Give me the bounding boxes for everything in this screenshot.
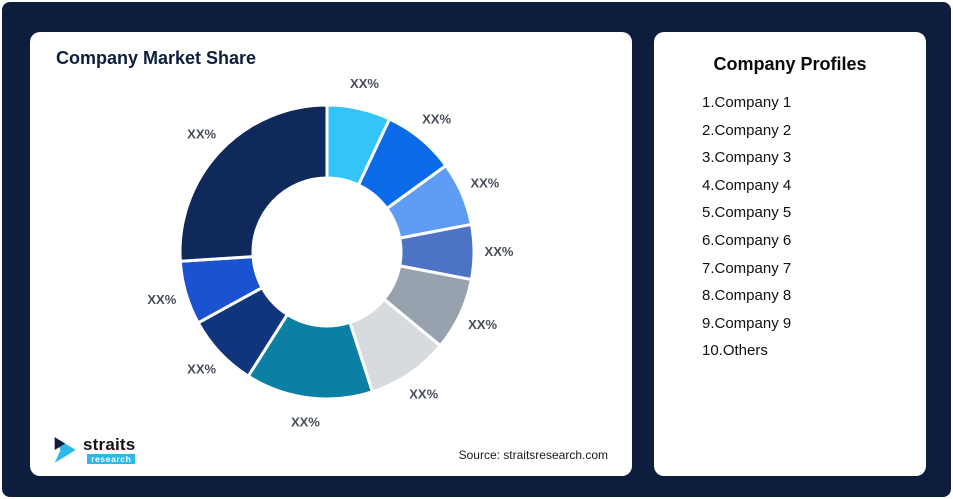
company-list-item: 2.Company 2 [702,121,792,139]
segment-label: XX% [468,317,497,332]
logo-arrow-icon [54,436,76,463]
segment-label: XX% [147,292,176,307]
company-list-item: 9.Company 9 [702,314,792,332]
logo-text: straits research [83,434,136,464]
company-list-item: 6.Company 6 [702,231,792,249]
source-attribution: Source: straitsresearch.com [458,448,608,462]
company-list: 1.Company 1 2.Company 2 3.Company 3 4.Co… [654,89,926,365]
company-list-item: 1.Company 1 [702,94,792,111]
profiles-title: Company Profiles [713,54,867,74]
segment-label: XX% [187,126,216,141]
donut-segment [178,103,329,263]
segment-label: XX% [291,415,320,430]
company-list-item: 10.Others [702,342,768,360]
segment-label: XX% [350,76,379,91]
straits-research-logo: straits research [50,434,136,464]
market-share-card: Company Market Share XX% XX% XX% XX% XX% XX% X… [30,32,632,476]
segment-label: XX% [485,244,514,259]
company-list-item: 3.Company 3 [702,149,792,167]
donut-chart: XX% XX% XX% XX% XX% XX% XX% XX% XX% XX% [147,76,514,430]
company-list-item: 5.Company 5 [702,204,792,222]
segment-label: XX% [470,176,499,191]
segment-label: XX% [422,112,451,127]
segment-label: XX% [409,386,438,401]
chart-title: Company Market Share [56,48,257,68]
segment-label: XX% [187,362,216,377]
company-list-item: 7.Company 7 [702,259,792,277]
company-profiles-card: Company Profiles 1.Company 1 2.Company 2… [654,32,926,476]
company-list-item: 8.Company 8 [702,287,792,305]
company-list-item: 4.Company 4 [702,176,792,194]
logo-brand-text: straits [83,434,136,454]
logo-sub-text: research [87,453,136,464]
